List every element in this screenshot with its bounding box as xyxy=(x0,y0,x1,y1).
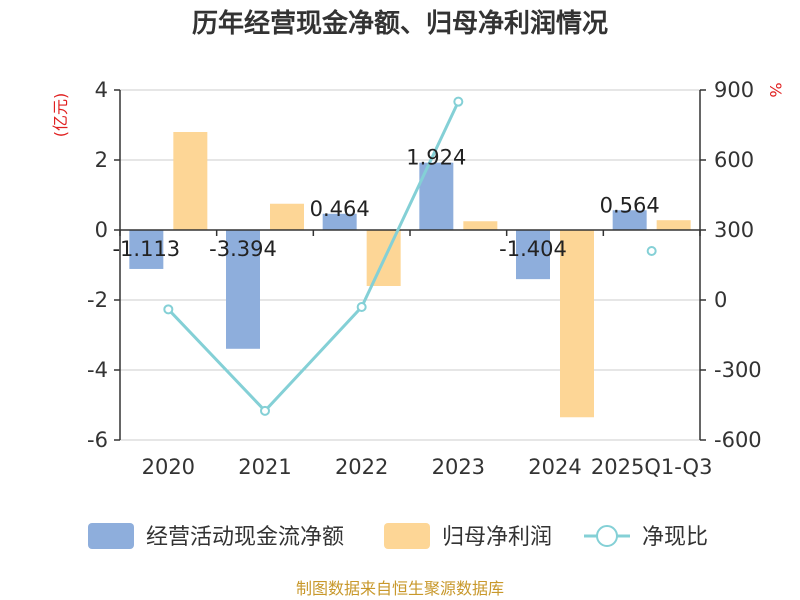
x-axis-ticks: 2020 2021 2022 2023 2024 2025Q1-Q3 xyxy=(142,455,713,479)
net-profit-bar xyxy=(173,132,208,230)
cash-flow-bar xyxy=(322,213,357,230)
x-axis-tick-label: 2025Q1-Q3 xyxy=(591,455,713,479)
right-axis-tick-label: 300 xyxy=(714,218,754,242)
right-axis-tick-label: -600 xyxy=(714,428,762,452)
cash-flow-data-label: -1.113 xyxy=(112,237,180,261)
ratio-line xyxy=(163,96,657,416)
left-axis-tick-label: 0 xyxy=(95,218,108,242)
net-profit-bar xyxy=(270,203,304,230)
legend-swatch-marker xyxy=(596,525,618,547)
net-profit-bar xyxy=(656,220,691,230)
right-axis-tick-label: 0 xyxy=(714,288,727,312)
cash-flow-data-label: 0.464 xyxy=(310,197,370,221)
x-axis-tick-label: 2022 xyxy=(335,455,388,479)
cash-flow-bar xyxy=(612,210,647,230)
left-axis-tick-label: -6 xyxy=(87,428,108,452)
left-axis-tick-label: -2 xyxy=(87,288,108,312)
cash-flow-data-label: -3.394 xyxy=(209,237,277,261)
legend-label: 归母净利润 xyxy=(442,525,552,550)
ratio-point xyxy=(356,302,367,312)
cash-flow-bar xyxy=(226,230,260,349)
net-profit-bar xyxy=(560,230,594,418)
cash-flow-bar xyxy=(516,230,550,280)
ratio-point xyxy=(260,405,270,416)
right-axis-tick-label: 600 xyxy=(714,148,754,172)
cash-flow-data-label: 1.924 xyxy=(406,146,466,170)
x-axis-tick-label: 2023 xyxy=(432,455,485,479)
left-axis-tick-label: 2 xyxy=(95,148,108,172)
chart-title: 历年经营现金净额、归母净利润情况 xyxy=(192,8,608,39)
ratio-point xyxy=(163,304,174,315)
axes xyxy=(114,89,706,441)
ratio-point xyxy=(646,246,657,256)
source-note: 制图数据来自恒生聚源数据库 xyxy=(296,579,504,598)
ratio-line-segment xyxy=(167,101,460,414)
cash-flow-data-label: 0.564 xyxy=(600,193,660,217)
cash-flow-data-label: -1.404 xyxy=(499,237,567,261)
left-axis-unit: (亿元) xyxy=(51,93,70,138)
cash-flow-bar xyxy=(129,230,164,269)
net-profit-bar xyxy=(463,221,498,230)
legend-swatch xyxy=(88,523,134,549)
right-axis-unit: % xyxy=(766,82,785,97)
right-axis-tick-label: -300 xyxy=(714,358,762,382)
x-axis-tick-label: 2021 xyxy=(238,455,291,479)
x-axis-tick-label: 2024 xyxy=(528,455,581,479)
left-axis-tick-label: 4 xyxy=(95,78,108,102)
legend-label: 净现比 xyxy=(642,525,708,550)
y-axis-ticks: 4 2 0 -2 -4 -6 900 600 300 0 -300 -600 xyxy=(87,78,762,452)
left-axis-tick-label: -4 xyxy=(87,358,108,382)
data-labels: -1.113 -3.394 0.464 1.924 -1.404 0.564 xyxy=(112,146,659,261)
legend-label: 经营活动现金流净额 xyxy=(146,525,344,550)
bars xyxy=(129,132,691,418)
x-axis-tick-label: 2020 xyxy=(142,455,195,479)
legend: 经营活动现金流净额 归母净利润 净现比 xyxy=(88,523,708,550)
ratio-point xyxy=(453,96,464,107)
legend-swatch xyxy=(384,523,430,549)
right-axis-tick-label: 900 xyxy=(714,78,754,102)
